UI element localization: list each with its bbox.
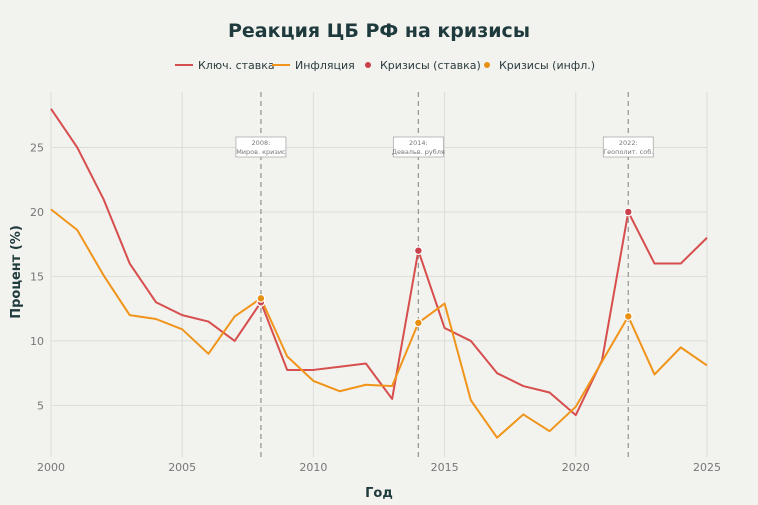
y-tick-label: 25 [30,141,44,154]
legend-swatch [484,62,490,68]
crisis-markers [256,207,633,328]
series-line-1 [50,208,708,439]
legend-swatch [365,62,371,68]
x-tick-label: 2015 [431,461,459,474]
x-tick-label: 2005 [168,461,196,474]
x-tick-label: 2000 [37,461,65,474]
annotation-text: Геополит. соб. [603,148,653,156]
crisis-marker-0 [413,246,423,256]
crisis-marker-1 [256,293,266,303]
legend-label: Инфляция [295,59,355,72]
annotation-text: Девальв. рубля [392,148,445,156]
chart-title: Реакция ЦБ РФ на кризисы [228,20,530,42]
y-tick-label: 15 [30,270,44,283]
x-tick-label: 2020 [562,461,590,474]
x-tick-label: 2025 [693,461,721,474]
annotation-year: 2022: [619,139,638,147]
x-axis-label: Год [365,486,393,501]
y-axis-label: Процент (%) [9,225,24,319]
crisis-marker-1 [623,312,633,321]
legend: Ключ. ставка Инфляция Кризисы (ставка) Криз… [175,59,595,72]
crisis-lines: 2008:Миров. кризис 2014:Девальв. рубля 202… [235,92,654,457]
crisis-marker-0 [623,207,633,217]
y-tick-label: 10 [30,335,44,348]
legend-label: Ключ. ставка [198,59,275,72]
annotation-box [392,136,444,158]
y-tick-label: 20 [30,206,44,219]
series-lines [50,108,708,439]
legend-label: Кризисы (инфл.) [499,59,595,72]
annotation-box [602,136,654,158]
legend-label: Кризисы (ставка) [380,59,481,72]
x-tick-label: 2010 [299,461,327,474]
annotation-year: 2008: [252,139,271,147]
crisis-marker-1 [413,318,423,328]
annotation-box [235,136,287,158]
y-tick-label: 5 [37,399,44,412]
grid [50,92,708,457]
annotation-year: 2014: [409,139,428,147]
annotation-text: Миров. кризис [236,148,286,156]
